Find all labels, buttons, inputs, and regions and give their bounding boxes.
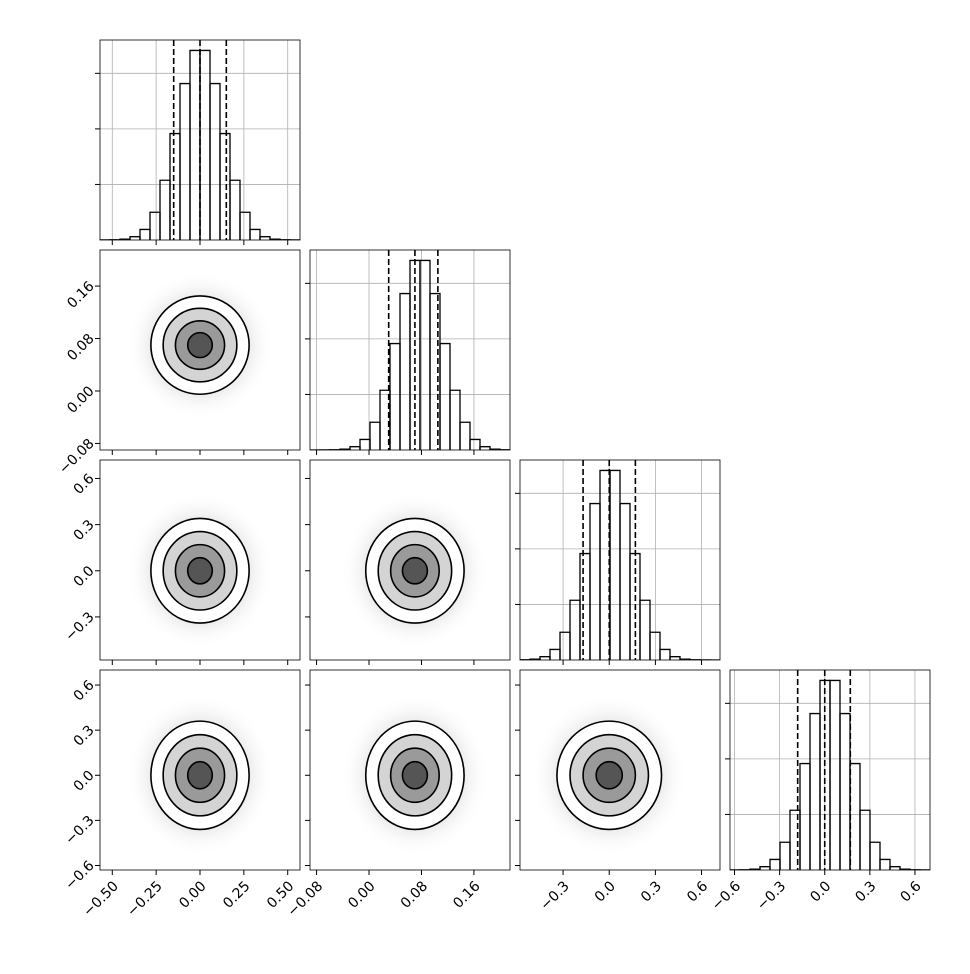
contour [402,762,427,789]
histogram-bar [230,180,240,240]
histogram-bar [590,504,600,660]
histogram-bar [860,810,870,870]
histogram-bar [840,714,850,870]
contour [188,333,213,358]
y-tick-label: 0.6 [71,471,98,498]
x-tick-label: 0.00 [345,878,378,911]
contour [596,762,622,789]
histogram-bar [580,554,590,660]
histogram-bar [780,842,790,870]
histogram-bar [360,439,370,450]
histogram-bar [850,764,860,870]
histogram-bar [540,657,550,660]
x-tick-label: 0.25 [220,878,253,911]
histogram-bar [800,764,810,870]
y-tick-label: 0.08 [64,331,97,364]
histogram-bar [480,447,490,450]
histogram-bar [640,600,650,660]
histogram-bar [390,344,400,450]
x-tick-label: 0.0 [592,878,619,905]
histogram-bar [770,859,780,870]
x-tick-label: 0.00 [176,878,209,911]
histogram-bar [240,212,250,240]
histogram-bar [660,649,670,660]
contour [188,762,213,789]
histogram-bar [760,867,770,870]
contour [188,558,213,584]
histogram-bar [560,632,570,660]
histogram-bar [460,422,470,450]
histogram-bar [830,680,840,870]
histogram-bar [810,714,820,870]
histogram-bar [350,447,360,450]
histogram-bar [610,470,620,660]
x-tick-label: 0.6 [684,878,711,905]
histogram-bar [570,600,580,660]
histogram-bar [870,842,880,870]
histogram-bar [890,867,900,870]
histogram-bar [150,212,160,240]
histogram-bar [220,134,230,240]
x-tick-label: 0.08 [398,878,431,911]
y-tick-label: −0.08 [56,436,98,478]
x-tick-label: −0.50 [80,878,122,920]
y-tick-label: −0.3 [62,609,97,644]
histogram-bar [550,649,560,660]
y-tick-label: 0.3 [71,722,98,749]
histogram-bar [440,344,450,450]
x-tick-label: 0.3 [638,878,665,905]
y-tick-label: 0.0 [71,768,98,795]
x-tick-label: −0.6 [709,878,744,913]
histogram-bar [140,229,150,240]
histogram-bar [170,134,180,240]
y-tick-label: 0.00 [64,383,97,416]
histogram-bar [130,237,140,240]
histogram-bar [260,237,270,240]
histogram-bar [670,657,680,660]
y-tick-label: 0.16 [64,278,97,311]
histogram-bar [790,810,800,870]
y-tick-label: −0.3 [62,813,97,848]
histogram-bar [180,84,190,240]
histogram-bar [620,504,630,660]
x-tick-label: 0.0 [807,878,834,905]
x-tick-label: −0.25 [124,878,166,920]
histogram-bar [880,859,890,870]
histogram-bar [160,180,170,240]
histogram-bar [200,50,210,240]
y-tick-label: 0.3 [71,517,98,544]
histogram-bar [450,390,460,450]
x-tick-label: 0.3 [852,878,879,905]
histogram-bar [210,84,220,240]
x-tick-label: 0.6 [898,878,925,905]
histogram-bar [370,422,380,450]
histogram-bar [190,50,200,240]
histogram-bar [400,294,410,450]
histogram-bar [470,439,480,450]
x-tick-label: 0.16 [450,878,483,911]
y-tick-label: 0.6 [71,677,98,704]
y-tick-label: −0.6 [62,858,97,893]
histogram-bar [250,229,260,240]
y-tick-label: 0.0 [71,563,98,590]
contour [402,558,427,584]
x-tick-label: −0.3 [537,878,572,913]
x-tick-label: −0.3 [754,878,789,913]
